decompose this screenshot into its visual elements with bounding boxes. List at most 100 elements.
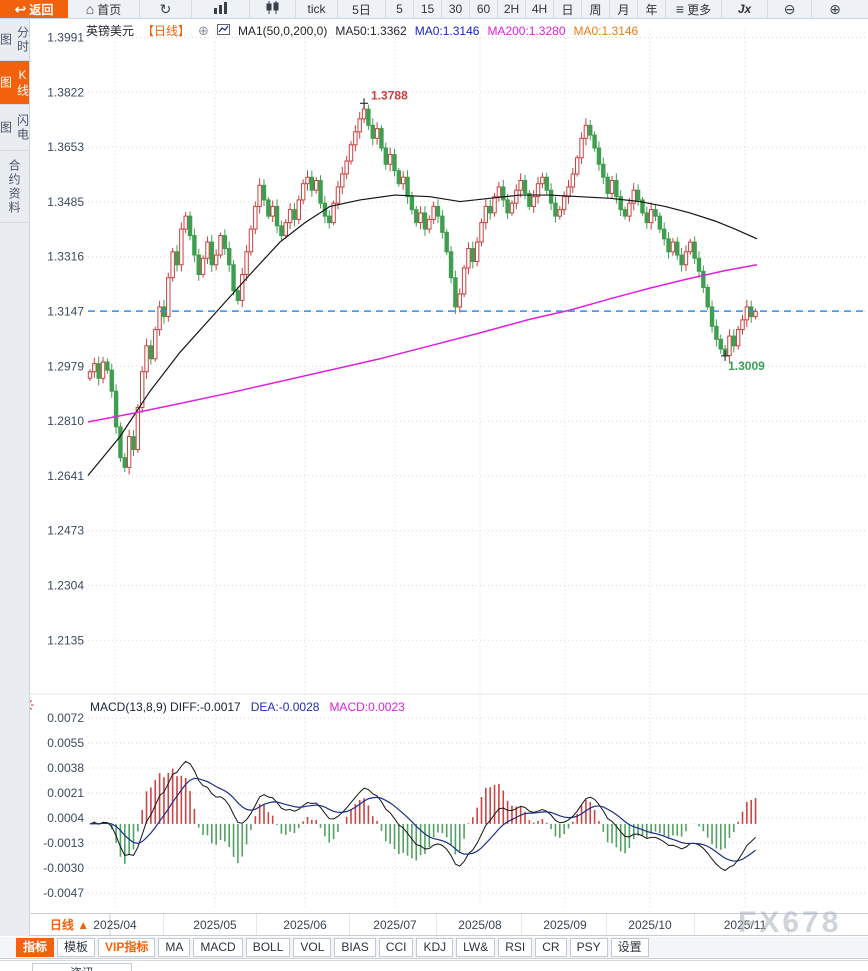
indicator-tab-VIP指标[interactable]: VIP指标 <box>98 938 156 957</box>
fx-icon: Jx <box>737 2 752 16</box>
indicator-tab-PSY[interactable]: PSY <box>569 938 608 957</box>
indicator-tab-LW&[interactable]: LW& <box>456 938 496 957</box>
ma0-orange-value: MA0:1.3146 <box>573 23 639 38</box>
bottom-partial-row: 资讯 <box>0 960 868 971</box>
indicator-tab-VOL[interactable]: VOL <box>293 938 332 957</box>
back-label: 返回 <box>29 2 54 17</box>
macd-y-axis-label: 0.0021 <box>47 786 84 800</box>
period-60-button[interactable]: 60 <box>470 0 498 18</box>
macd-y-axis-label: -0.0013 <box>43 836 84 850</box>
refresh-icon: ↻ <box>159 1 172 17</box>
chart-title-row: 英镑美元 【日线】 ⊕ MA1(50,0,200,0) MA50:1.3362 … <box>86 22 638 39</box>
candlestick-series[interactable] <box>87 103 758 475</box>
top-toolbar: ↩ 返回 ⌂ 首页 ↻ tick <box>0 0 868 19</box>
indicator-tab-模板[interactable]: 模板 <box>57 938 96 957</box>
period-tag: 【日线】 <box>142 24 191 38</box>
x-axis-label: 2025/05 <box>193 918 237 932</box>
indicator-tab-MA[interactable]: MA <box>158 938 191 957</box>
left-sidebar: 分时图 K线图 闪电图 合约资料 <box>0 19 30 936</box>
period-5day-button[interactable]: 5日 <box>338 0 386 18</box>
indicator-tab-MACD[interactable]: MACD <box>193 938 243 957</box>
period-周-button[interactable]: 周 <box>582 0 610 18</box>
period-30-button[interactable]: 30 <box>442 0 470 18</box>
more-button[interactable]: ≡ 更多 <box>666 0 722 18</box>
indicator-tab-CR[interactable]: CR <box>535 938 567 957</box>
candle-chart-view-button[interactable] <box>250 0 296 18</box>
add-compare-icon[interactable]: ⊕ <box>198 22 209 38</box>
period-月-button[interactable]: 月 <box>610 0 638 18</box>
period-日-button[interactable]: 日 <box>554 0 582 18</box>
chart-gridlines <box>30 30 868 908</box>
indicator-tab-RSI[interactable]: RSI <box>498 938 533 957</box>
indicator-tab-设置[interactable]: 设置 <box>610 938 649 957</box>
period-2H-button[interactable]: 2H <box>498 0 526 18</box>
x-axis-cell-divider <box>163 914 164 935</box>
macd-y-axis-label: -0.0047 <box>43 886 84 900</box>
macd-dea-value: DEA:-0.0028 <box>250 700 320 714</box>
macd-y-axis-label: 0.0004 <box>47 811 84 825</box>
main-y-axis-label: 1.3653 <box>47 140 84 154</box>
ma0-blue-value: MA0:1.3146 <box>414 23 480 38</box>
period-15-button[interactable]: 15 <box>414 0 442 18</box>
x-axis-label: 2025/04 <box>93 918 137 932</box>
period-年-button[interactable]: 年 <box>638 0 666 18</box>
macd-y-axis-label: -0.0030 <box>43 861 84 875</box>
macd-header-row: MACD(13,8,9) DIFF:-0.0017 DEA:-0.0028 MA… <box>90 700 405 714</box>
zoom-in-button[interactable]: ⊕ <box>812 0 858 18</box>
news-tab[interactable]: 资讯 <box>32 963 132 971</box>
x-axis-cell-divider <box>788 914 789 935</box>
macd-formula-diff: MACD(13,8,9) DIFF:-0.0017 <box>90 700 241 714</box>
x-axis-label: 2025/10 <box>628 918 672 932</box>
hamburger-icon: ≡ <box>675 1 685 17</box>
refresh-button[interactable]: ↻ <box>140 0 192 18</box>
bar-chart-icon <box>213 1 228 17</box>
indicator-tab-CCI[interactable]: CCI <box>378 938 414 957</box>
five-day-label: 5日 <box>352 2 371 17</box>
main-y-axis-label: 1.2304 <box>47 579 84 593</box>
period-button-group: 5 15 30 60 2H 4H 日周月年 <box>386 0 666 18</box>
sidebar-item-time-chart[interactable]: 分时图 <box>0 19 30 61</box>
tick-label: tick <box>307 2 326 16</box>
back-icon: ↩ <box>14 1 27 17</box>
x-axis-cell-divider <box>694 914 695 935</box>
y-axis-labels: 1.3991 1.3822 1.3653 1.3485 1.3316 1.3147 1.29… <box>43 31 84 901</box>
period-tick-button[interactable]: tick <box>296 0 338 18</box>
x-axis-label: 2025/08 <box>458 918 502 932</box>
x-axis-cell-divider <box>436 914 437 935</box>
indicator-fx-button[interactable]: Jx <box>722 0 768 18</box>
zoom-out-button[interactable]: ⊖ <box>768 0 812 18</box>
sidebar-item-contract-info[interactable]: 合约资料 <box>0 151 29 223</box>
high-price-annotation: 1.3788 <box>371 88 408 102</box>
sidebar-item-candle-chart[interactable]: K线图 <box>0 61 30 105</box>
ma-settings[interactable]: MA1(50,0,200,0) <box>237 23 328 38</box>
x-axis-cell-divider <box>256 914 257 935</box>
main-y-axis-label: 1.3147 <box>47 305 84 319</box>
x-axis-label: 2025/07 <box>373 918 417 932</box>
zoom-out-icon: ⊖ <box>783 1 796 17</box>
home-button[interactable]: ⌂ 首页 <box>68 0 140 18</box>
main-y-axis-label: 1.3485 <box>47 195 84 209</box>
macd-panel[interactable] <box>89 760 757 872</box>
macd-hist-value: MACD:0.0023 <box>329 700 405 714</box>
period-5-button[interactable]: 5 <box>386 0 414 18</box>
ma50-value: MA50:1.3362 <box>335 23 407 38</box>
indicator-tab-BIAS[interactable]: BIAS <box>334 938 376 957</box>
period-dropdown[interactable]: 日线 ▲ <box>30 914 110 935</box>
bar-chart-view-button[interactable] <box>192 0 250 18</box>
back-button[interactable]: ↩ 返回 <box>0 0 68 18</box>
main-y-axis-label: 1.2641 <box>47 469 84 483</box>
indicator-tab-KDJ[interactable]: KDJ <box>416 938 454 957</box>
ma-indicator-icon <box>216 23 230 38</box>
x-axis-row: 日线 ▲ 2025/04 2025/05 2025/06 2025/07 2025/08… <box>0 913 868 936</box>
main-y-axis-label: 1.3991 <box>47 31 84 45</box>
home-label: 首页 <box>97 2 122 17</box>
moving-average-lines <box>87 194 758 476</box>
indicator-tab-指标[interactable]: 指标 <box>16 938 55 957</box>
main-y-axis-label: 1.2810 <box>47 414 84 428</box>
symbol-name: 英镑美元 <box>86 24 135 38</box>
period-4H-button[interactable]: 4H <box>526 0 554 18</box>
indicator-tab-BOLL[interactable]: BOLL <box>245 938 291 957</box>
sidebar-item-lightning-chart[interactable]: 闪电图 <box>0 105 30 151</box>
